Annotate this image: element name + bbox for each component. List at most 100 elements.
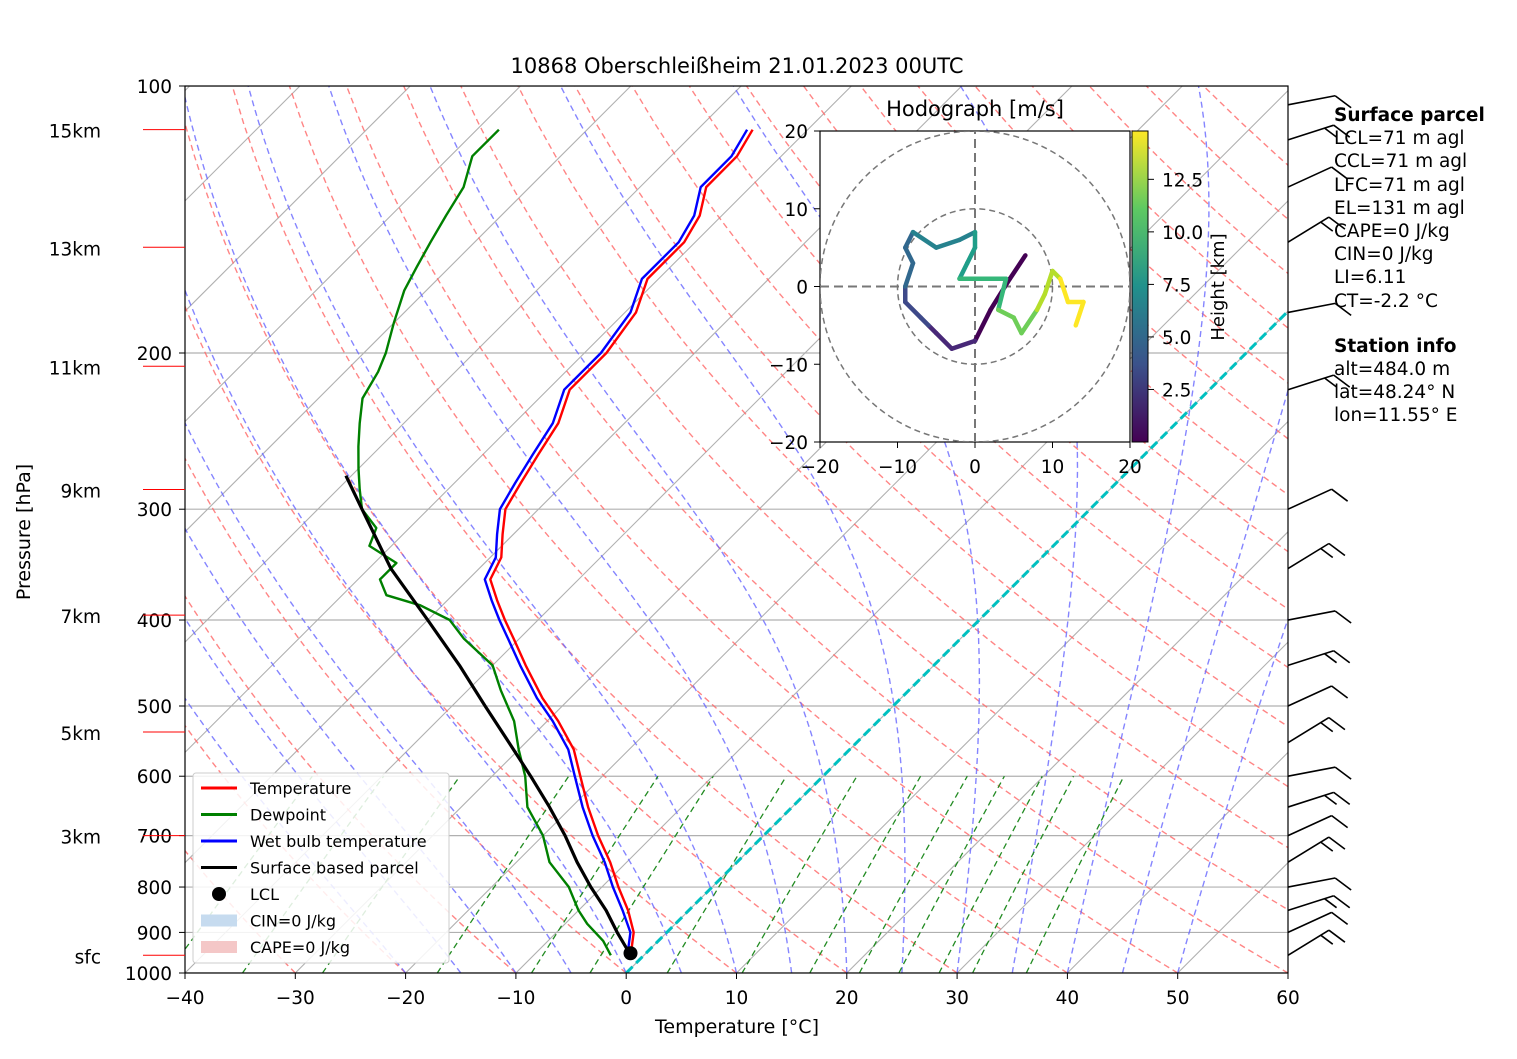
moist-adiabat (429, 86, 848, 973)
colorbar-label: Height [km] (1208, 233, 1229, 340)
height-marker-label: 5km (60, 724, 101, 745)
hodograph-segment (934, 237, 962, 250)
hodograph-segment (1073, 299, 1086, 328)
height-marker-label: sfc (75, 947, 101, 968)
wind-barb (1287, 216, 1330, 243)
wind-barb (1287, 716, 1330, 744)
dewpoint-line (357, 128, 612, 956)
hodograph: Hodograph [m/s] −20 −20 −10 −10 0 0 10 10 20 20 2… (769, 97, 1229, 478)
wind-barb-feather (1331, 911, 1349, 926)
wind-barb-feather (1328, 216, 1346, 230)
wind-barb (1287, 488, 1332, 510)
hodograph-y-tick-label: 0 (796, 278, 808, 299)
legend-swatch (201, 914, 237, 927)
dry-adiabat (231, 86, 958, 973)
info-panel: Surface parcel LCL=71 m agl CCL=71 m agl L… (1334, 104, 1485, 428)
height-marker-label: 7km (60, 607, 101, 628)
legend-box (192, 772, 450, 964)
mixing-ratio-line (898, 775, 1005, 973)
moist-adiabat (1066, 86, 1210, 973)
height-marker-label: 9km (60, 481, 101, 502)
surface-parcel-value: CCL=71 m agl (1334, 151, 1468, 173)
hodograph-x-tick-label: 0 (969, 457, 981, 478)
wind-barb (1287, 124, 1334, 141)
isotherm (185, 86, 411, 312)
y-axis-label: Pressure [hPa] (13, 464, 35, 600)
wind-barb-feather (1320, 721, 1334, 733)
x-tick-label: 60 (1276, 988, 1300, 1009)
height-marker-label: 3km (60, 828, 101, 849)
hodograph-x-tick-label: −20 (800, 457, 839, 478)
wind-barb-feather (1331, 488, 1349, 502)
x-tick-label: 40 (1056, 988, 1080, 1009)
wind-barb-feather (1331, 685, 1349, 699)
legend-swatch (212, 887, 226, 901)
moist-adiabat (185, 421, 572, 973)
wind-barb-feather (1320, 841, 1334, 852)
hodograph-segment (1011, 315, 1024, 336)
wind-barb (1287, 685, 1332, 707)
hodograph-segment (965, 245, 978, 266)
wind-barb-feather (1334, 95, 1352, 109)
y-tick-label: 900 (137, 923, 172, 944)
isotherm (515, 200, 1288, 973)
legend: Temperature Dewpoint Wet bulb temperature S… (192, 772, 450, 964)
moist-adiabat (185, 288, 627, 973)
mixing-ratio-line (436, 775, 570, 973)
hodograph-segment (903, 229, 916, 250)
mixing-ratio-line (809, 775, 922, 973)
hodograph-segment (957, 260, 970, 281)
wind-barb-feather (1328, 716, 1346, 731)
moist-adiabat (247, 86, 738, 973)
hodograph-x-tick-label: −10 (878, 457, 917, 478)
mixing-ratio-line (858, 775, 968, 973)
surface-parcel-value: CIN=0 J/kg (1334, 244, 1434, 266)
hodograph-y-tick-label: 20 (784, 122, 808, 143)
wind-barb-feather (1328, 542, 1346, 557)
wind-barb (1287, 94, 1336, 106)
legend-entry-label: LCL (250, 885, 279, 904)
height-marker-label: 11km (49, 358, 101, 379)
hodograph-segment (934, 330, 954, 351)
wind-barb (1287, 836, 1330, 863)
surface-parcel-value: EL=131 m agl (1334, 197, 1465, 219)
y-tick-label: 600 (137, 767, 172, 788)
x-tick-label: 10 (725, 988, 749, 1009)
y-tick-label: 400 (137, 611, 172, 632)
hodograph-segment (972, 307, 993, 344)
hodograph-segment (957, 229, 978, 243)
x-axis-label: Temperature [°C] (654, 1016, 819, 1038)
wind-barb-feather (1333, 791, 1351, 806)
x-tick-label: 30 (945, 988, 969, 1009)
wind-barb (1287, 791, 1334, 808)
height-marker-label: 15km (49, 122, 101, 143)
dry-adiabat (460, 86, 1288, 911)
wind-barb (1287, 814, 1332, 837)
wind-barb (1287, 302, 1336, 314)
wind-barb-feather (1324, 127, 1338, 138)
wet-bulb-temperature-line (483, 129, 749, 956)
colorbar-tick-label: 2.5 (1162, 380, 1191, 401)
wind-barb (1287, 542, 1330, 570)
colorbar-tick-label: 10.0 (1162, 223, 1203, 244)
hodograph-segment (903, 245, 916, 266)
hodograph-segment (903, 299, 923, 320)
x-tick-label: −10 (496, 988, 535, 1009)
surface-based-parcel-line (344, 475, 633, 957)
colorbar-tick-label: 5.0 (1162, 328, 1191, 349)
wind-barb-feather (1334, 610, 1352, 624)
hodograph-segment (996, 276, 1009, 313)
surface-parcel-value: CT=-2.2 °C (1334, 290, 1438, 312)
hodograph-y-tick-label: −10 (769, 355, 808, 376)
colorbar-tick-label: 7.5 (1162, 275, 1191, 296)
moist-adiabat (959, 86, 1079, 973)
hodograph-y-tick-label: 10 (784, 200, 808, 221)
wind-barb-feather (1320, 547, 1334, 559)
isotherm (185, 86, 852, 754)
surface-parcel-value: LI=6.11 (1334, 267, 1407, 289)
mixing-ratio-line (1025, 775, 1125, 973)
y-tick-label: 1000 (125, 964, 172, 985)
mixing-ratio-line (741, 775, 858, 973)
temperature-line (489, 129, 754, 956)
